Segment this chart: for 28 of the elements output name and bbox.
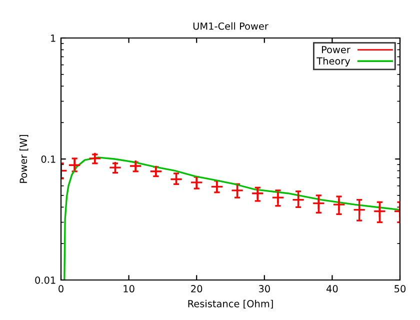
y-axis-title: Power [W] xyxy=(20,134,28,183)
point xyxy=(230,184,244,197)
point xyxy=(292,193,305,206)
point xyxy=(190,176,203,189)
y-tick-label: 1 xyxy=(51,34,56,42)
point xyxy=(129,160,142,172)
point xyxy=(68,158,81,172)
x-tick-label: 20 xyxy=(191,285,202,292)
line-series xyxy=(64,156,400,280)
y-tick-label: 0.1 xyxy=(41,155,56,163)
point xyxy=(108,161,122,174)
point xyxy=(251,186,264,200)
y-tick-label: 0.01 xyxy=(35,276,56,284)
legend-label: Power xyxy=(322,46,350,54)
point xyxy=(272,191,284,204)
x-tick-label: 0 xyxy=(58,285,64,292)
point xyxy=(312,196,326,210)
x-tick-label: 30 xyxy=(258,285,270,292)
point xyxy=(332,198,346,211)
chart-title: UM1-Cell Power xyxy=(193,22,268,30)
x-axis-title: Resistance [Ohm] xyxy=(188,300,273,308)
x-tick-label: 40 xyxy=(326,285,338,292)
point xyxy=(210,180,224,194)
point xyxy=(352,203,366,216)
x-tick-label: 50 xyxy=(394,285,406,292)
x-tick-label: 10 xyxy=(124,285,134,292)
point xyxy=(170,172,183,186)
legend-label: Theory xyxy=(316,57,350,67)
